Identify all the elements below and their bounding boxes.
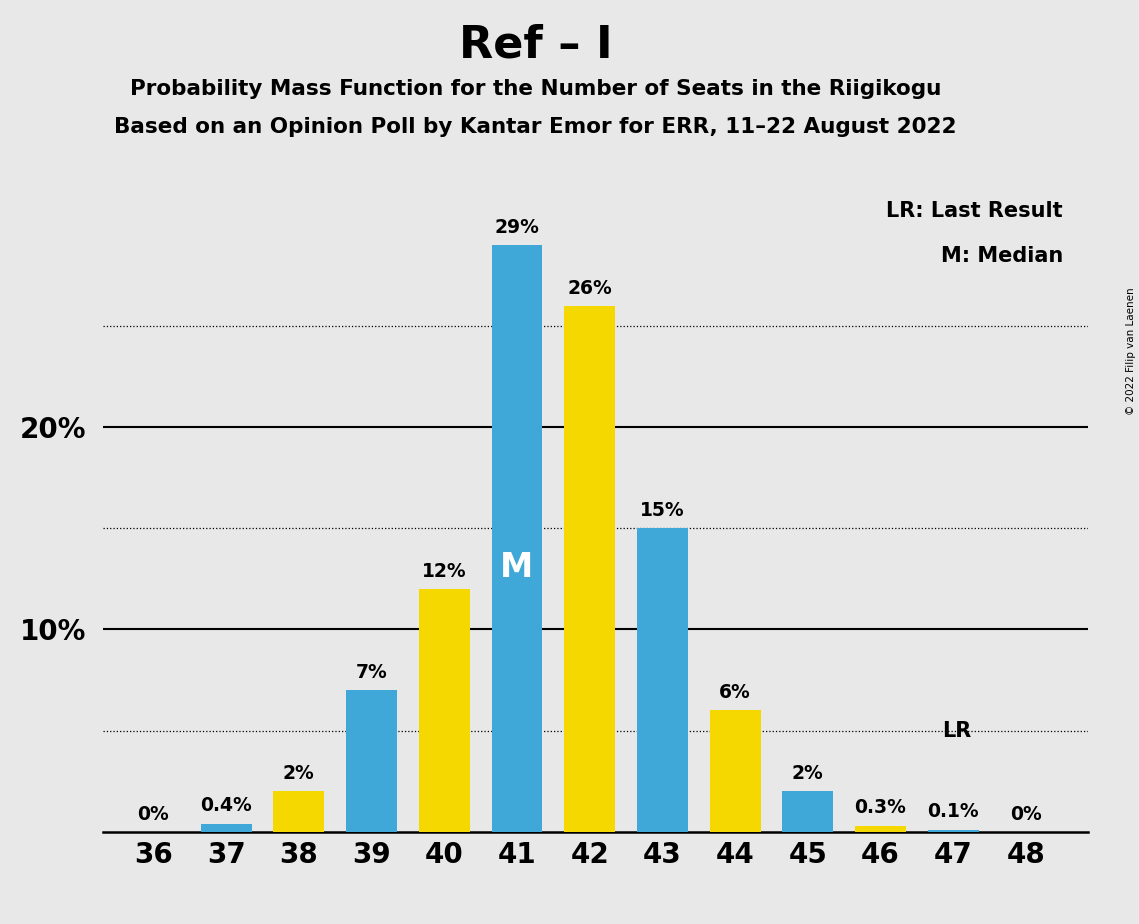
Bar (492, 246, 542, 832)
Bar (928, 830, 978, 832)
Bar (855, 825, 906, 832)
Bar (273, 791, 325, 832)
Text: © 2022 Filip van Laenen: © 2022 Filip van Laenen (1126, 287, 1136, 415)
Bar (710, 711, 761, 832)
Bar (200, 823, 252, 832)
Bar (419, 590, 469, 832)
Text: LR: LR (942, 721, 972, 740)
Bar (564, 306, 615, 832)
Text: 6%: 6% (719, 683, 751, 702)
Text: 15%: 15% (640, 502, 685, 520)
Text: 2%: 2% (792, 764, 823, 784)
Bar (782, 791, 834, 832)
Bar (346, 690, 398, 832)
Text: 29%: 29% (494, 218, 540, 237)
Text: 0.3%: 0.3% (854, 798, 907, 818)
Text: 7%: 7% (355, 663, 387, 682)
Text: 0.4%: 0.4% (200, 796, 252, 816)
Text: Ref – I: Ref – I (459, 23, 612, 67)
Text: 0%: 0% (1010, 805, 1042, 823)
Bar (637, 529, 688, 832)
Text: LR: Last Result: LR: Last Result (886, 201, 1063, 221)
Text: Based on an Opinion Poll by Kantar Emor for ERR, 11–22 August 2022: Based on an Opinion Poll by Kantar Emor … (114, 117, 957, 138)
Text: 2%: 2% (282, 764, 314, 784)
Text: M: M (500, 552, 533, 584)
Text: M: Median: M: Median (941, 246, 1063, 266)
Text: 0%: 0% (138, 805, 170, 823)
Text: 12%: 12% (421, 562, 467, 581)
Text: Probability Mass Function for the Number of Seats in the Riigikogu: Probability Mass Function for the Number… (130, 79, 941, 99)
Text: 0.1%: 0.1% (927, 802, 980, 821)
Text: 26%: 26% (567, 279, 612, 298)
